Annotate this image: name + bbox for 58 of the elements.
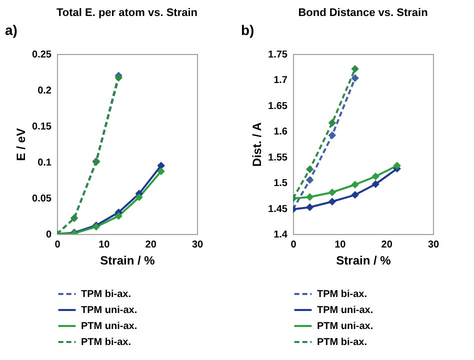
x-tick-label: 20 xyxy=(145,240,157,250)
x-axis-title: Strain / % xyxy=(100,254,156,268)
y-tick-label: 1.6 xyxy=(274,126,288,138)
y-axis-title: E / eV xyxy=(14,128,28,161)
point xyxy=(393,162,401,170)
point xyxy=(157,162,165,170)
y-tick-label: 1.45 xyxy=(268,204,288,215)
y-tick-label: 0.1 xyxy=(38,158,52,168)
point xyxy=(328,131,336,140)
y-tick-label: 0.05 xyxy=(32,194,52,204)
legend-label: PTM uni-ax. xyxy=(81,321,138,332)
y-axis-title: Dist. / A xyxy=(250,122,264,167)
point xyxy=(114,74,122,82)
x-tick-label: 30 xyxy=(428,240,440,250)
chart-title: Total E. per atom vs. Strain xyxy=(56,7,198,19)
y-tick-label: 0.25 xyxy=(32,50,52,60)
y-tick-label: 0.15 xyxy=(32,122,52,132)
legend-label: PTM bi-ax. xyxy=(81,337,132,348)
x-tick-label: 0 xyxy=(54,240,61,250)
point xyxy=(351,65,359,73)
point xyxy=(328,188,336,196)
point xyxy=(351,180,359,188)
point xyxy=(328,198,336,206)
legend-label: PTM uni-ax. xyxy=(317,321,374,332)
point xyxy=(306,176,314,184)
point xyxy=(306,193,314,201)
x-tick-label: 20 xyxy=(381,240,393,250)
y-tick-label: 1.65 xyxy=(268,100,288,112)
point xyxy=(328,119,336,127)
y-tick-label: 0 xyxy=(46,230,52,240)
point xyxy=(306,203,314,212)
legend-label: TPM uni-ax. xyxy=(317,305,374,316)
y-tick-label: 1.4 xyxy=(274,230,288,240)
text: b) xyxy=(241,22,254,38)
point xyxy=(157,167,165,176)
y-tick-label: 0.2 xyxy=(38,86,52,96)
point xyxy=(135,193,144,202)
y-tick-label: 1.75 xyxy=(268,50,288,60)
text: a) xyxy=(5,22,18,38)
y-tick-label: 1.55 xyxy=(268,152,288,164)
x-tick-label: 0 xyxy=(290,240,297,250)
point xyxy=(351,74,359,82)
x-tick-label: 10 xyxy=(98,240,110,250)
legend-label: TPM uni-ax. xyxy=(81,305,138,316)
legend-label: TPM bi-ax. xyxy=(81,289,132,300)
x-tick-label: 30 xyxy=(192,240,204,250)
x-tick-label: 10 xyxy=(334,240,346,250)
point xyxy=(351,191,359,199)
legend-label: PTM bi-ax. xyxy=(317,337,368,348)
point xyxy=(372,180,380,188)
point xyxy=(372,172,380,180)
y-tick-label: 1.5 xyxy=(274,178,288,190)
point xyxy=(114,212,122,220)
y-tick-label: 1.7 xyxy=(274,75,288,86)
point xyxy=(306,165,314,174)
legend-label: TPM bi-ax. xyxy=(317,289,368,300)
x-axis-title: Strain / % xyxy=(336,254,392,268)
chart-title: Bond Distance vs. Strain xyxy=(298,7,428,19)
